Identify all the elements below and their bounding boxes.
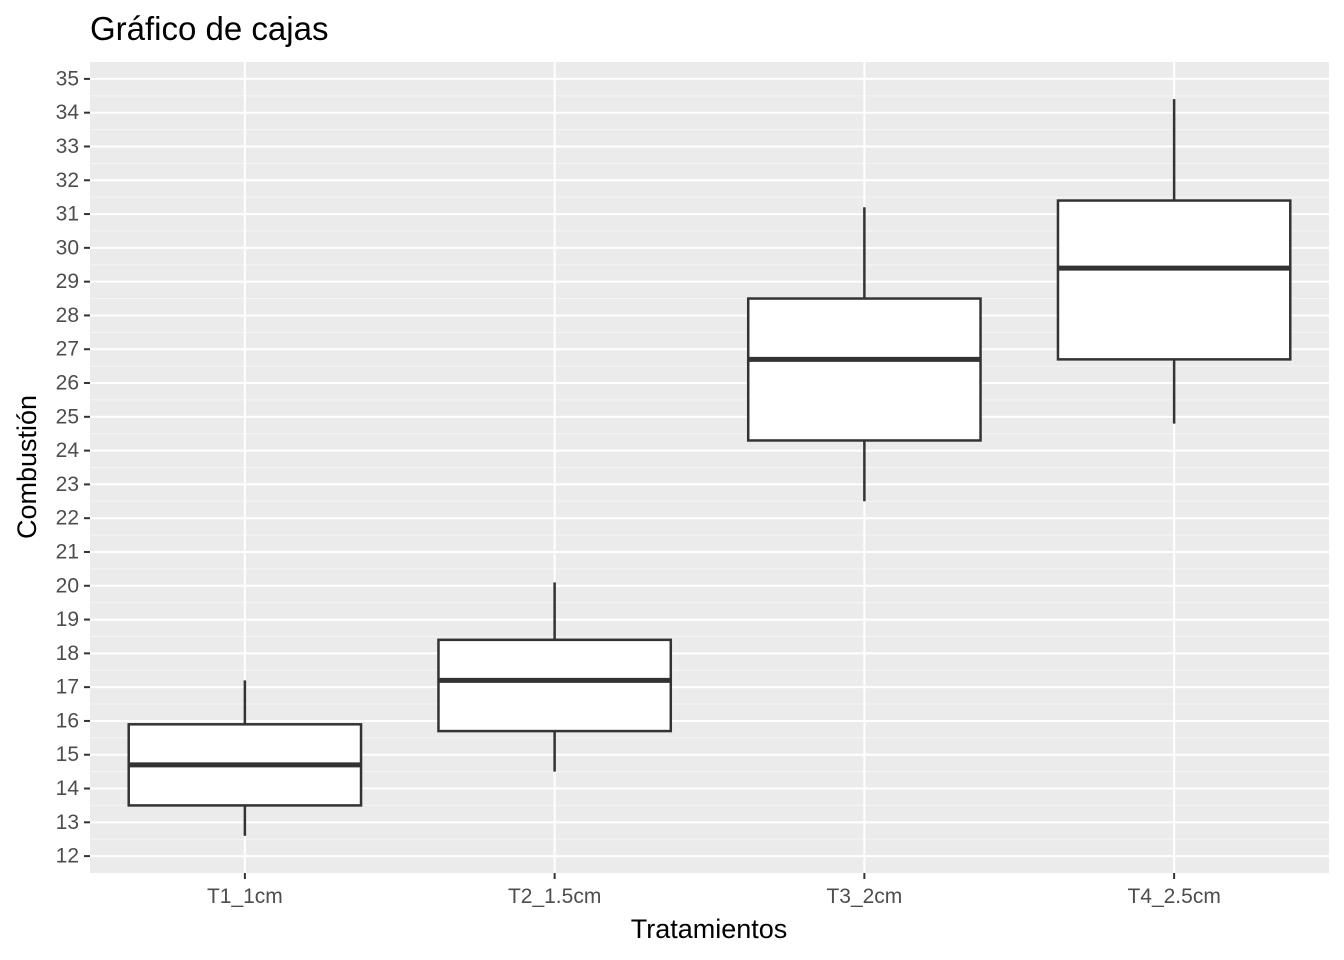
y-tick-label: 14 <box>56 777 80 800</box>
x-tick-label: T4_2.5cm <box>1127 885 1220 908</box>
y-tick-label: 29 <box>56 270 79 293</box>
box-T3_2cm <box>746 207 982 502</box>
x-axis: T1_1cm T2_1.5cm T3_2cm T4_2.5cm <box>207 873 1221 908</box>
boxes <box>127 99 1292 836</box>
y-axis-title: Combustión <box>12 395 42 539</box>
y-tick-label: 17 <box>56 676 79 699</box>
y-tick-label: 19 <box>56 608 79 631</box>
box-T1_1cm <box>127 680 363 836</box>
box-T4_2.5cm <box>1056 99 1292 424</box>
x-tick-label: T3_2cm <box>826 885 902 908</box>
y-tick-label: 24 <box>56 439 80 462</box>
y-tick-label: 32 <box>56 169 79 192</box>
chart-title: Gráfico de cajas <box>90 10 328 47</box>
y-tick-label: 12 <box>56 845 79 868</box>
y-tick-label: 21 <box>56 540 79 563</box>
y-tick-label: 30 <box>56 236 79 259</box>
y-tick-label: 28 <box>56 304 79 327</box>
y-tick-label: 13 <box>56 811 79 834</box>
y-tick-label: 15 <box>56 743 79 766</box>
y-tick-label: 26 <box>56 372 79 395</box>
y-tick-label: 16 <box>56 709 79 732</box>
y-tick-label: 33 <box>56 135 79 158</box>
box-iqr <box>437 638 673 733</box>
y-tick-label: 22 <box>56 507 79 530</box>
y-tick-label: 34 <box>56 101 80 124</box>
y-tick-label: 35 <box>56 67 79 90</box>
y-tick-label: 31 <box>56 203 79 226</box>
x-axis-title: Tratamientos <box>631 914 788 944</box>
y-tick-label: 18 <box>56 642 79 665</box>
box-iqr <box>1056 199 1292 361</box>
y-tick-label: 27 <box>56 338 79 361</box>
y-tick-label: 25 <box>56 405 79 428</box>
x-tick-label: T1_1cm <box>207 885 283 908</box>
y-tick-label: 23 <box>56 473 79 496</box>
y-axis: 12 13 14 15 16 17 18 19 20 21 22 23 24 25 26 27 28 29 30 31… <box>56 67 90 868</box>
y-tick-label: 20 <box>56 574 79 597</box>
box-iqr <box>746 297 982 442</box>
box-T2_1.5cm <box>437 582 673 772</box>
x-tick-label: T2_1.5cm <box>508 885 601 908</box>
